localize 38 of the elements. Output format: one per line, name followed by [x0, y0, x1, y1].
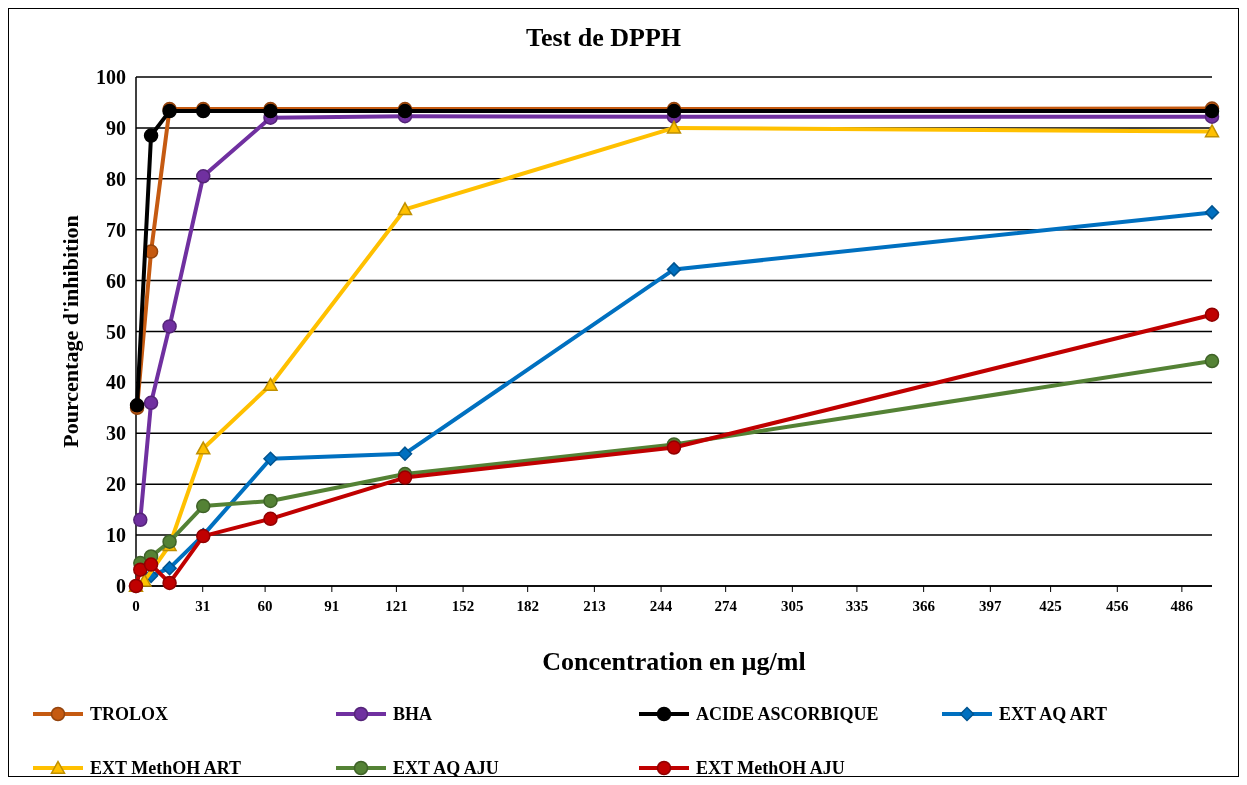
x-tick-label: 397: [979, 598, 1003, 614]
x-tick-label: 152: [451, 598, 475, 614]
y-tick-label: 70: [106, 218, 126, 241]
legend-label: EXT AQ AJU: [393, 758, 499, 779]
x-axis-title: Concentration en µg/ml: [542, 647, 806, 676]
x-tick-label: 60: [257, 598, 273, 614]
y-tick-label: 30: [106, 422, 126, 445]
y-tick-label: 0: [116, 575, 126, 597]
y-tick-label: 100: [96, 66, 126, 88]
legend-label: EXT AQ ART: [999, 704, 1108, 725]
x-tick-label: 335: [845, 598, 869, 614]
legend-label: EXT MethOH AJU: [696, 758, 845, 779]
x-tick-label: 213: [583, 598, 606, 614]
legend-label: ACIDE ASCORBIQUE: [696, 704, 879, 725]
x-tick-label: 425: [1039, 598, 1062, 614]
x-tick-label: 305: [781, 598, 804, 614]
y-axis-title: Pourcentage d'inhibition: [58, 215, 83, 448]
y-tick-label: 20: [106, 473, 126, 496]
x-tick-label: 31: [195, 598, 211, 614]
x-tick-label: 91: [324, 598, 340, 614]
x-tick-label: 486: [1170, 598, 1194, 614]
x-tick-label: 182: [516, 598, 539, 614]
x-tick-label: 0: [132, 598, 140, 614]
y-tick-label: 80: [106, 167, 126, 190]
y-tick-label: 90: [106, 116, 126, 139]
x-tick-label: 274: [714, 598, 738, 614]
x-tick-label: 121: [385, 598, 408, 614]
x-tick-label: 366: [912, 598, 936, 614]
y-tick-label: 60: [106, 269, 126, 292]
chart-title: Test de DPPH: [525, 23, 682, 52]
y-tick-label: 40: [106, 371, 126, 394]
x-tick-label: 456: [1106, 598, 1130, 614]
y-tick-label: 10: [106, 524, 126, 547]
y-tick-label: 50: [106, 320, 126, 343]
legend-label: EXT MethOH ART: [90, 758, 242, 779]
legend-label: BHA: [393, 704, 433, 725]
legend-label: TROLOX: [90, 704, 169, 725]
x-tick-label: 244: [649, 598, 673, 614]
